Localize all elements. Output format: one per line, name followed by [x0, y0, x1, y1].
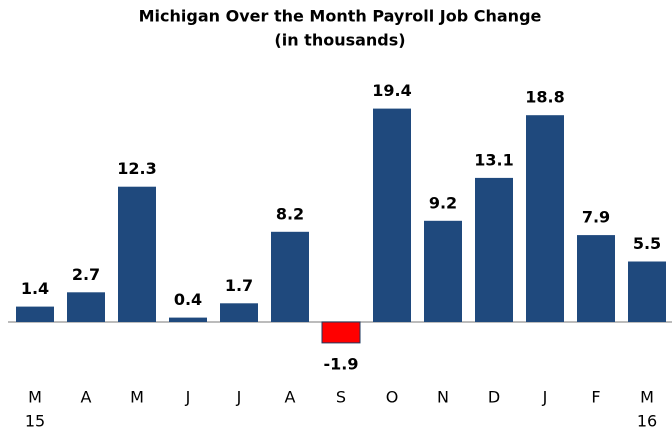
x-tick-label: F [591, 388, 600, 407]
x-tick-label: J [542, 388, 548, 407]
x-tick-label: J [236, 388, 242, 407]
x-tick-label: S [336, 388, 346, 407]
bar [475, 177, 513, 322]
bar [526, 115, 564, 322]
value-label: 8.2 [276, 204, 304, 223]
bar [577, 235, 615, 322]
value-label: 12.3 [117, 159, 156, 178]
value-label: 5.5 [633, 234, 661, 253]
bar [424, 220, 462, 322]
x-tick-sublabel: 16 [637, 412, 657, 431]
x-tick-label: A [81, 388, 92, 407]
bar [118, 186, 156, 322]
bar [271, 231, 309, 322]
x-tick-label: M [28, 388, 42, 407]
value-label: 18.8 [525, 88, 564, 107]
value-label: 1.7 [225, 276, 253, 295]
value-label: 0.4 [174, 290, 202, 309]
value-label: 1.4 [21, 279, 49, 298]
value-label: 9.2 [429, 193, 457, 212]
bar [220, 303, 258, 322]
bar [16, 306, 54, 322]
x-tick-label: N [437, 388, 449, 407]
x-tick-label: M [130, 388, 144, 407]
bar [373, 108, 411, 322]
x-tick-label: J [185, 388, 191, 407]
bar [67, 292, 105, 322]
value-label: 7.9 [582, 208, 610, 227]
x-tick-label: M [640, 388, 654, 407]
value-label: 13.1 [474, 150, 513, 169]
x-tick-label: A [285, 388, 296, 407]
x-tick-sublabel: 15 [25, 412, 45, 431]
bar [321, 321, 361, 344]
value-label: -1.9 [324, 354, 359, 373]
value-label: 19.4 [372, 81, 411, 100]
bar [628, 261, 666, 322]
chart-subtitle: (in thousands) [274, 31, 405, 50]
chart-title: Michigan Over the Month Payroll Job Chan… [139, 7, 542, 26]
x-tick-label: O [386, 388, 399, 407]
bar [169, 317, 207, 322]
value-label: 2.7 [72, 265, 100, 284]
x-tick-label: D [488, 388, 500, 407]
